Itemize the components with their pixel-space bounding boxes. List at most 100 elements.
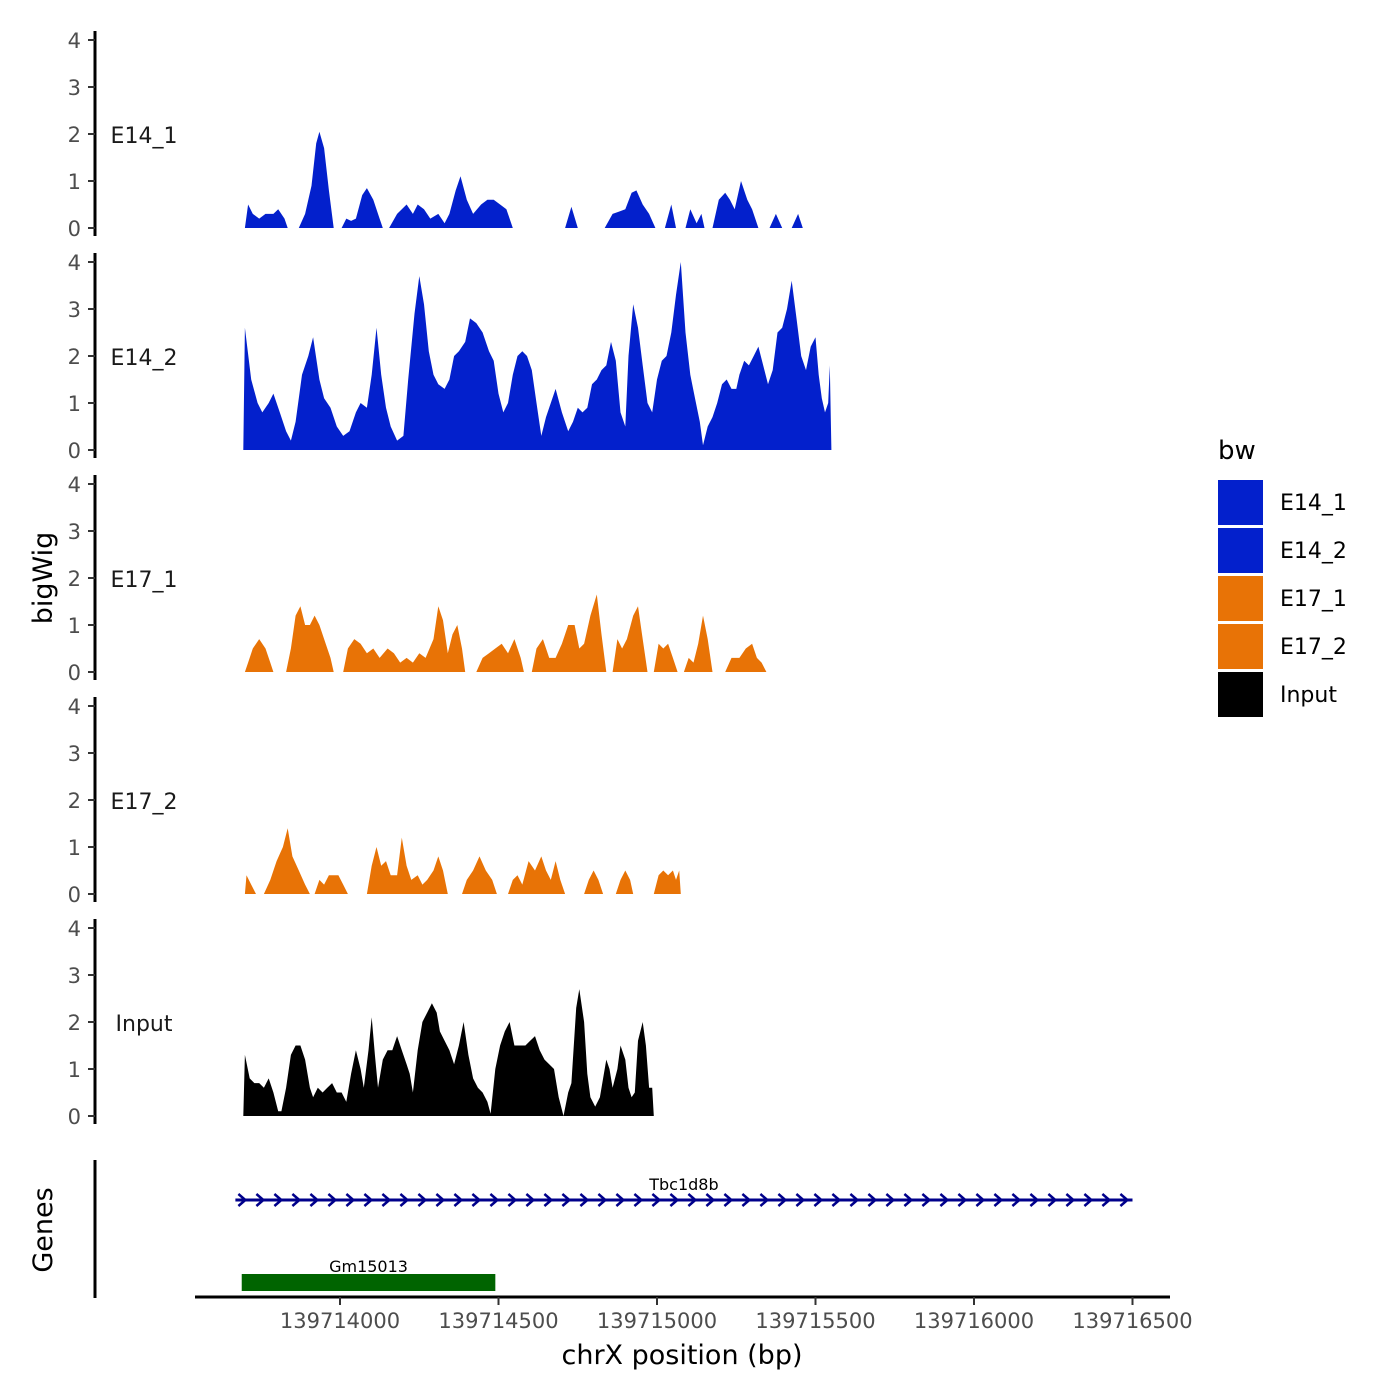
- legend-entry-input: Input: [1218, 672, 1337, 717]
- legend-swatch: [1218, 528, 1263, 573]
- strand-arrow: [993, 1193, 1004, 1207]
- strand-arrow: [489, 1193, 500, 1207]
- y-tick-label: 1: [68, 1058, 81, 1082]
- y-tick-label: 3: [68, 964, 81, 988]
- y-tick-label: 3: [68, 742, 81, 766]
- strand-arrow: [1011, 1193, 1022, 1207]
- x-axis: 139714000 139714500 139715000 139715500 1397…: [195, 1295, 1193, 1333]
- track-input: 0 1 2 3 4 Input: [68, 917, 654, 1129]
- y-tick-label: 4: [68, 473, 81, 497]
- legend-label: E14_2: [1280, 539, 1347, 564]
- signal-tracks: 0 1 2 3 4 E14_1 0 1 2 3 4 E14_2 0 1 2 3 4 E17_1 0 1 2 3 4 E17_2…: [68, 29, 832, 1129]
- strand-arrow: [255, 1193, 266, 1207]
- track-label: E14_1: [111, 124, 178, 149]
- strand-arrow: [1065, 1193, 1076, 1207]
- gene-exon: [241, 1274, 496, 1291]
- strand-arrow: [579, 1193, 590, 1207]
- y-tick-label: 1: [68, 392, 81, 416]
- y-tick-label: 4: [68, 917, 81, 941]
- strand-arrow: [345, 1193, 356, 1207]
- legend-label: E17_2: [1280, 635, 1347, 660]
- strand-arrow: [1047, 1193, 1058, 1207]
- legend-entry-e17-1: E17_1: [1218, 576, 1347, 621]
- y-tick-label: 4: [68, 251, 81, 275]
- strand-arrow: [885, 1193, 896, 1207]
- track-e17-2: 0 1 2 3 4 E17_2: [68, 695, 681, 907]
- strand-arrow: [327, 1193, 338, 1207]
- strand-arrow: [687, 1193, 698, 1207]
- x-axis-title: chrX position (bp): [561, 1340, 802, 1371]
- legend-label: E14_1: [1280, 491, 1347, 516]
- strand-arrow: [1119, 1193, 1130, 1207]
- strand-arrow: [759, 1193, 770, 1207]
- y-tick-label: 2: [68, 789, 81, 813]
- legend-label: E17_1: [1280, 587, 1347, 612]
- y-tick-label: 4: [68, 695, 81, 719]
- track-label: E17_1: [111, 568, 178, 593]
- y-tick-label: 3: [68, 520, 81, 544]
- strand-arrow: [237, 1193, 248, 1207]
- y-tick-label: 0: [68, 217, 81, 241]
- y-tick-label: 1: [68, 614, 81, 638]
- strand-arrow: [1101, 1193, 1112, 1207]
- legend-entry-e17-2: E17_2: [1218, 624, 1347, 669]
- strand-arrow: [705, 1193, 716, 1207]
- strand-arrow: [453, 1193, 464, 1207]
- legend: bw E14_1 E14_2 E17_1 E17_2 Input: [1218, 436, 1347, 717]
- y-tick-label: 2: [68, 1011, 81, 1035]
- gene-label: Tbc1d8b: [648, 1175, 718, 1194]
- strand-arrow: [975, 1193, 986, 1207]
- legend-entry-e14-1: E14_1: [1218, 480, 1347, 525]
- area-e14-1: [244, 131, 803, 228]
- x-tick-label: 139716500: [1072, 1309, 1192, 1333]
- track-e14-1: 0 1 2 3 4 E14_1: [68, 29, 803, 241]
- y-tick-label: 4: [68, 29, 81, 53]
- genes-axis-title: Genes: [28, 1187, 59, 1272]
- strand-arrow: [957, 1193, 968, 1207]
- gene-tbc1d8b: Tbc1d8b: [235, 1175, 1133, 1207]
- y-tick-label: 0: [68, 1105, 81, 1129]
- area-e17-1: [244, 594, 767, 672]
- x-tick-label: 139715500: [755, 1309, 875, 1333]
- gene-gm15013: Gm15013: [241, 1257, 496, 1291]
- strand-arrow: [903, 1193, 914, 1207]
- strand-arrow: [525, 1193, 536, 1207]
- y-tick-label: 0: [68, 661, 81, 685]
- y-tick-label: 0: [68, 439, 81, 463]
- strand-arrow: [381, 1193, 392, 1207]
- x-tick-label: 139716000: [914, 1309, 1034, 1333]
- x-tick-label: 139714500: [438, 1309, 558, 1333]
- x-tick-label: 139714000: [280, 1309, 400, 1333]
- y-tick-label: 2: [68, 345, 81, 369]
- strand-arrow: [777, 1193, 788, 1207]
- strand-arrow: [1083, 1193, 1094, 1207]
- legend-label: Input: [1280, 683, 1337, 708]
- strand-arrow: [507, 1193, 518, 1207]
- track-e17-1: 0 1 2 3 4 E17_1: [68, 473, 767, 685]
- strand-arrow: [561, 1193, 572, 1207]
- strand-arrow: [309, 1193, 320, 1207]
- strand-arrow: [435, 1193, 446, 1207]
- strand-arrow: [471, 1193, 482, 1207]
- strand-arrow: [741, 1193, 752, 1207]
- y-tick-label: 1: [68, 836, 81, 860]
- legend-title: bw: [1218, 436, 1256, 466]
- legend-swatch: [1218, 624, 1263, 669]
- strand-arrow: [399, 1193, 410, 1207]
- strand-arrow: [597, 1193, 608, 1207]
- strand-arrow: [831, 1193, 842, 1207]
- gene-track: Tbc1d8b Gm15013: [93, 1160, 1133, 1298]
- strand-arrow: [921, 1193, 932, 1207]
- y-axis-title: bigWig: [28, 532, 59, 625]
- legend-swatch: [1218, 480, 1263, 525]
- strand-arrow: [615, 1193, 626, 1207]
- y-tick-label: 1: [68, 170, 81, 194]
- strand-arrow: [291, 1193, 302, 1207]
- strand-arrow: [363, 1193, 374, 1207]
- y-tick-label: 2: [68, 123, 81, 147]
- strand-arrow: [417, 1193, 428, 1207]
- strand-arrow: [543, 1193, 554, 1207]
- track-e14-2: 0 1 2 3 4 E14_2: [68, 251, 832, 463]
- strand-arrow: [1029, 1193, 1040, 1207]
